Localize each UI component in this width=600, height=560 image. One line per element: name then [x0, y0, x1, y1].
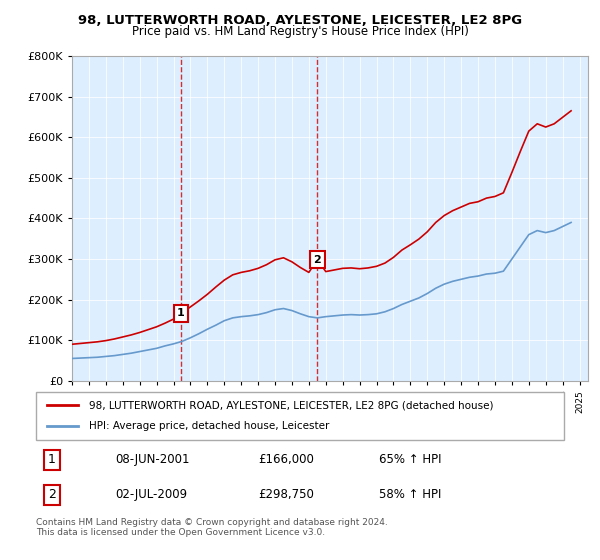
Text: £166,000: £166,000 — [258, 454, 314, 466]
Text: 58% ↑ HPI: 58% ↑ HPI — [379, 488, 442, 501]
Text: 2: 2 — [48, 488, 56, 501]
Text: 1: 1 — [177, 309, 185, 319]
Text: Contains HM Land Registry data © Crown copyright and database right 2024.
This d: Contains HM Land Registry data © Crown c… — [36, 518, 388, 538]
Text: 98, LUTTERWORTH ROAD, AYLESTONE, LEICESTER, LE2 8PG: 98, LUTTERWORTH ROAD, AYLESTONE, LEICEST… — [78, 14, 522, 27]
Text: 1: 1 — [48, 454, 56, 466]
Text: 98, LUTTERWORTH ROAD, AYLESTONE, LEICESTER, LE2 8PG (detached house): 98, LUTTERWORTH ROAD, AYLESTONE, LEICEST… — [89, 400, 493, 410]
Text: 2: 2 — [313, 254, 321, 264]
Text: 08-JUN-2001: 08-JUN-2001 — [115, 454, 190, 466]
Text: 65% ↑ HPI: 65% ↑ HPI — [379, 454, 442, 466]
Text: 02-JUL-2009: 02-JUL-2009 — [115, 488, 187, 501]
Text: Price paid vs. HM Land Registry's House Price Index (HPI): Price paid vs. HM Land Registry's House … — [131, 25, 469, 38]
Text: HPI: Average price, detached house, Leicester: HPI: Average price, detached house, Leic… — [89, 421, 329, 431]
FancyBboxPatch shape — [36, 392, 564, 440]
Text: £298,750: £298,750 — [258, 488, 314, 501]
